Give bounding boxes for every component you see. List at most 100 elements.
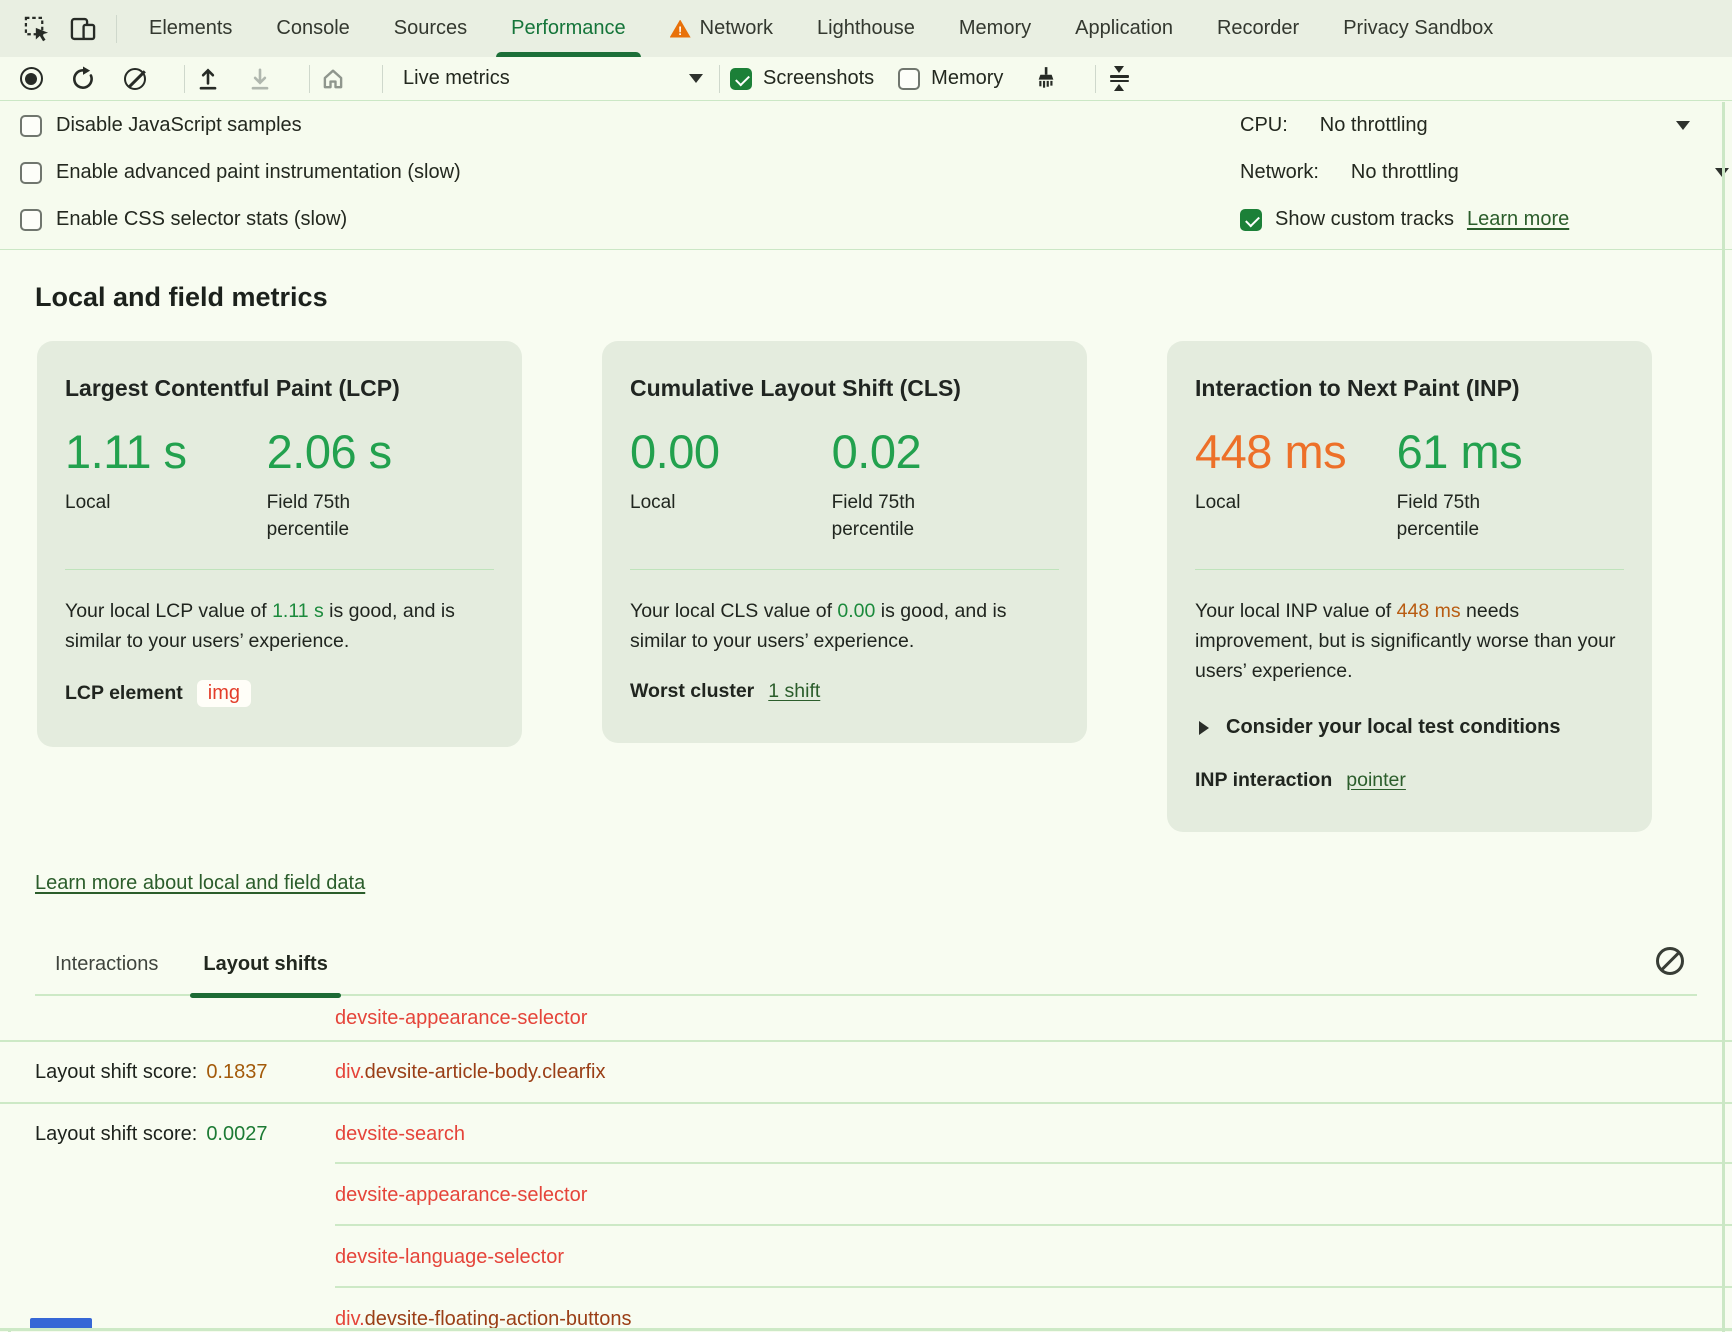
layout-shift-row: devsite-language-selector bbox=[0, 1224, 1732, 1288]
reload-and-record-button[interactable] bbox=[70, 66, 96, 92]
element-node-link[interactable]: div.devsite-floating-action-buttons bbox=[335, 1307, 632, 1330]
card-title: Interaction to Next Paint (INP) bbox=[1195, 375, 1520, 401]
tab-label: Privacy Sandbox bbox=[1343, 17, 1494, 39]
field-data-learn-more-link[interactable]: Learn more about local and field data bbox=[35, 872, 366, 894]
lcp-local-value: 1.11 s bbox=[65, 425, 187, 478]
clear-log-icon[interactable] bbox=[1656, 947, 1684, 975]
memory-toggle[interactable]: Memory bbox=[898, 67, 1003, 90]
toolbar-separator bbox=[309, 64, 310, 93]
element-node-link[interactable]: div.devsite-article-body.clearfix bbox=[335, 1060, 606, 1083]
panel-tabs: Elements Console Sources Performance! Networ… bbox=[127, 0, 1515, 57]
network-throttling-row[interactable]: Network: No throttling bbox=[1240, 149, 1732, 196]
tab-memory[interactable]: Memory bbox=[937, 0, 1053, 57]
inp-interaction-link[interactable]: pointer bbox=[1346, 769, 1406, 791]
tab-label: Network bbox=[699, 17, 773, 39]
details-label: Consider your local test conditions bbox=[1226, 716, 1561, 738]
tab-performance[interactable]: Performance bbox=[489, 0, 648, 57]
setting-disable-javascript-samples[interactable]: Disable JavaScript samples bbox=[0, 102, 1732, 149]
setting-label: Enable CSS selector stats (slow) bbox=[56, 208, 348, 230]
local-label: Local bbox=[65, 492, 111, 513]
inp-interaction-label: INP interaction bbox=[1195, 769, 1333, 791]
tab-lighthouse[interactable]: Lighthouse bbox=[795, 0, 937, 57]
checkbox[interactable] bbox=[20, 161, 42, 184]
layout-shift-row: div.devsite-floating-action-buttons bbox=[0, 1286, 1732, 1331]
shift-element-cell: div.devsite-floating-action-buttons bbox=[335, 1286, 1732, 1331]
tab-privacy-sandbox[interactable]: Privacy Sandbox bbox=[1321, 0, 1515, 57]
tab-label: Lighthouse bbox=[817, 17, 915, 39]
layout-shift-row: devsite-appearance-selector bbox=[0, 1162, 1732, 1226]
record-button[interactable] bbox=[18, 66, 44, 92]
chevron-down-icon bbox=[1715, 168, 1729, 177]
custom-tracks-checkbox[interactable] bbox=[1240, 208, 1262, 231]
setting-enable-css-selector-stats-slow-[interactable]: Enable CSS selector stats (slow) bbox=[0, 196, 1732, 243]
tabbar-separator bbox=[116, 14, 117, 43]
tab-recorder[interactable]: Recorder bbox=[1195, 0, 1321, 57]
custom-tracks-label: Show custom tracks bbox=[1275, 208, 1454, 230]
throttling-settings: CPU: No throttling Network: No throttlin… bbox=[1240, 102, 1732, 243]
lcp-element-label: LCP element bbox=[65, 682, 183, 704]
device-toolbar-icon[interactable] bbox=[68, 14, 98, 44]
cls-local-value: 0.00 bbox=[630, 425, 720, 478]
element-node-link[interactable]: devsite-language-selector bbox=[335, 1245, 565, 1268]
garbage-collect-icon[interactable] bbox=[1033, 66, 1059, 92]
tab-label: Elements bbox=[149, 17, 233, 39]
load-profile-icon[interactable] bbox=[195, 66, 221, 92]
custom-tracks-learn-more-link[interactable]: Learn more bbox=[1466, 208, 1570, 230]
cls-description: Your local CLS value of 0.00 is good, an… bbox=[630, 600, 1007, 652]
tab-network[interactable]: ! Network bbox=[648, 0, 795, 57]
shift-element-cell: div.devsite-article-body.clearfix bbox=[335, 1042, 1732, 1102]
local-test-conditions-details[interactable]: Consider your local test conditions bbox=[1195, 716, 1624, 739]
inp-local-value: 448 ms bbox=[1195, 425, 1347, 478]
capture-settings: Disable JavaScript samples Enable advance… bbox=[0, 102, 1732, 250]
element-node-link[interactable]: devsite-search bbox=[335, 1122, 466, 1145]
chevron-down-icon bbox=[1676, 121, 1690, 130]
cpu-throttling-row[interactable]: CPU: No throttling bbox=[1240, 102, 1732, 149]
card-divider bbox=[1195, 569, 1624, 570]
shift-element-cell: devsite-search bbox=[335, 1104, 1732, 1164]
network-label: Network: bbox=[1240, 161, 1319, 183]
field-label: Field 75th percentile bbox=[1396, 492, 1481, 540]
shift-score-cell: Layout shift score: 0.0027 bbox=[0, 1104, 335, 1164]
inp-field-value: 61 ms bbox=[1396, 425, 1523, 478]
layout-shift-row: Layout shift score: 0.1837 div.devsite-art… bbox=[0, 1040, 1732, 1102]
screenshots-checkbox[interactable] bbox=[730, 67, 752, 90]
setting-label: Disable JavaScript samples bbox=[56, 114, 302, 136]
card-title: Cumulative Layout Shift (CLS) bbox=[630, 375, 961, 401]
tab-console[interactable]: Console bbox=[254, 0, 371, 57]
inspect-element-icon[interactable] bbox=[22, 14, 52, 44]
bottom-border bbox=[0, 1328, 1732, 1331]
shortcuts-dialog-icon[interactable] bbox=[1106, 65, 1132, 92]
warning-icon: ! bbox=[669, 19, 691, 38]
tab-label: Sources bbox=[393, 17, 468, 39]
element-node-link[interactable]: devsite-appearance-selector bbox=[335, 1006, 588, 1029]
screenshots-toggle[interactable]: Screenshots bbox=[730, 67, 874, 90]
lcp-element-link[interactable]: img bbox=[196, 680, 251, 707]
lcp-field-value: 2.06 s bbox=[266, 425, 393, 478]
view-mode-dropdown[interactable]: Live metrics bbox=[403, 67, 703, 90]
local-label: Local bbox=[630, 492, 676, 513]
memory-checkbox[interactable] bbox=[898, 67, 921, 90]
checkbox[interactable] bbox=[20, 208, 42, 231]
clear-button[interactable] bbox=[122, 66, 148, 92]
metric-card-inp: Interaction to Next Paint (INP) 448 ms L… bbox=[1167, 341, 1652, 832]
performance-toolbar: Live metrics Screenshots Memory bbox=[0, 57, 1732, 101]
setting-enable-advanced-paint-instrumentation-sl[interactable]: Enable advanced paint instrumentation (s… bbox=[0, 149, 1732, 196]
checkbox[interactable] bbox=[20, 114, 42, 137]
home-icon[interactable] bbox=[320, 66, 346, 92]
metrics-heading: Local and field metrics bbox=[35, 282, 328, 312]
toolbar-separator bbox=[382, 64, 383, 93]
save-profile-icon[interactable] bbox=[247, 66, 273, 92]
shift-score-cell bbox=[0, 996, 335, 1040]
tab-elements[interactable]: Elements bbox=[127, 0, 254, 57]
tab-application[interactable]: Application bbox=[1053, 0, 1195, 57]
tab-label: Memory bbox=[958, 17, 1032, 39]
tab-sources[interactable]: Sources bbox=[372, 0, 489, 57]
log-tab-interactions[interactable]: Interactions bbox=[55, 953, 159, 975]
element-node-link[interactable]: devsite-appearance-selector bbox=[335, 1183, 588, 1206]
panel-frame: Disable JavaScript samples Enable advance… bbox=[0, 102, 1732, 1332]
lcp-description: Your local LCP value of 1.11 s is good, … bbox=[65, 600, 455, 652]
worst-cluster-link[interactable]: 1 shift bbox=[768, 680, 821, 702]
metric-card-lcp: Largest Contentful Paint (LCP) 1.11 s Lo… bbox=[37, 341, 522, 747]
log-tab-layout-shifts[interactable]: Layout shifts bbox=[190, 953, 342, 998]
setting-label: Enable advanced paint instrumentation (s… bbox=[56, 161, 461, 183]
